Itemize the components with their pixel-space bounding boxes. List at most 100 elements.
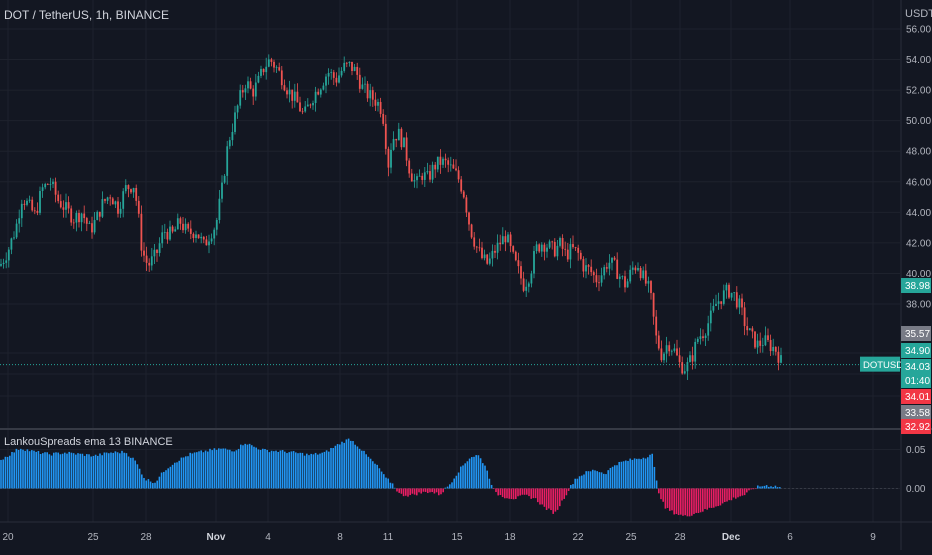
indicator-bar bbox=[77, 453, 79, 489]
indicator-bar bbox=[449, 484, 451, 489]
candle-body bbox=[156, 249, 158, 253]
candle-body bbox=[613, 257, 616, 260]
candle-body bbox=[122, 191, 125, 209]
indicator-bar bbox=[68, 451, 70, 489]
indicator-bar bbox=[90, 456, 92, 489]
indicator-title[interactable]: LankouSpreads ema 13 BINANCE bbox=[4, 436, 173, 448]
indicator-bar bbox=[563, 488, 565, 499]
indicator-bar bbox=[380, 471, 383, 489]
indicator-bar bbox=[231, 451, 233, 489]
indicator-bar bbox=[620, 461, 623, 489]
indicator-bar bbox=[251, 445, 253, 489]
candle-body bbox=[395, 138, 398, 141]
candle-body bbox=[478, 247, 481, 249]
candle-body bbox=[361, 84, 364, 89]
candle-body bbox=[496, 242, 499, 253]
indicator-bar bbox=[198, 451, 200, 489]
candle-body bbox=[413, 180, 416, 182]
candle-body bbox=[197, 234, 200, 239]
candle-body bbox=[44, 184, 47, 188]
indicator-bar bbox=[209, 448, 211, 489]
candle-body bbox=[379, 101, 382, 114]
indicator-bar bbox=[330, 447, 332, 489]
candle-body bbox=[338, 75, 340, 83]
indicator-bar bbox=[297, 453, 299, 489]
candle-body bbox=[210, 238, 213, 242]
candle-body bbox=[517, 260, 520, 267]
candle-body bbox=[449, 164, 452, 166]
indicator-bar bbox=[671, 488, 673, 511]
candle-body bbox=[730, 292, 733, 298]
indicator-bar bbox=[565, 488, 568, 496]
candle-body bbox=[442, 158, 444, 165]
indicator-bar bbox=[673, 488, 675, 515]
candle-body bbox=[418, 175, 421, 177]
indicator-bar bbox=[13, 452, 15, 489]
price-label-34.01 bbox=[901, 389, 931, 404]
symbol-title[interactable]: DOT / TetherUS, 1h, BINANCE bbox=[4, 8, 169, 22]
price-axis-currency[interactable]: USDT bbox=[905, 8, 932, 20]
indicator-bar bbox=[669, 488, 671, 511]
price-tick-label: 40.00 bbox=[906, 269, 931, 280]
candle-body bbox=[291, 89, 294, 101]
candle-body bbox=[582, 258, 585, 272]
candle-body bbox=[673, 348, 676, 351]
price-label-text: 34.90 bbox=[905, 346, 930, 357]
candle-body bbox=[0, 264, 2, 266]
time-tick-label: 6 bbox=[787, 532, 793, 543]
indicator-bar bbox=[735, 488, 737, 499]
indicator-bar bbox=[345, 439, 348, 489]
indicator-bar bbox=[20, 448, 22, 489]
symbol-price-tag-label: DOTUSDT bbox=[863, 360, 909, 371]
indicator-bar bbox=[592, 469, 594, 489]
candle-body bbox=[270, 59, 273, 62]
indicator-bar bbox=[130, 457, 132, 489]
candle-body bbox=[644, 270, 647, 284]
indicator-bar bbox=[385, 477, 387, 489]
indicator-bar bbox=[317, 454, 319, 489]
candle-body bbox=[148, 262, 151, 266]
indicator-bar bbox=[59, 454, 62, 489]
indicator-bar bbox=[398, 488, 400, 493]
indicator-bar bbox=[508, 488, 510, 499]
indicator-bar bbox=[631, 459, 634, 489]
candle-body bbox=[150, 256, 153, 266]
indicator-bar bbox=[739, 488, 741, 497]
indicator-bar bbox=[521, 488, 524, 495]
candle-body bbox=[72, 222, 75, 224]
indicator-bar bbox=[504, 488, 506, 499]
candle-body bbox=[780, 355, 782, 363]
indicator-bar bbox=[402, 488, 405, 497]
indicator-bar bbox=[218, 448, 220, 489]
indicator-bar bbox=[706, 488, 708, 510]
indicator-bar bbox=[622, 461, 625, 489]
candle-body bbox=[273, 61, 275, 68]
indicator-bar bbox=[207, 451, 209, 489]
indicator-bar bbox=[660, 488, 662, 500]
indicator-bar bbox=[75, 454, 77, 489]
indicator-bar bbox=[358, 448, 361, 489]
price-label-32.92 bbox=[901, 419, 931, 434]
indicator-bar bbox=[248, 443, 251, 489]
indicator-bar bbox=[611, 466, 614, 489]
indicator-bar bbox=[688, 488, 691, 517]
indicator-bar bbox=[196, 452, 198, 489]
indicator-bar bbox=[517, 488, 519, 497]
indicator-bar bbox=[662, 488, 664, 502]
candle-body bbox=[364, 83, 366, 85]
candle-body bbox=[195, 234, 197, 238]
candle-body bbox=[137, 200, 140, 214]
indicator-bar bbox=[675, 488, 678, 515]
indicator-bar bbox=[642, 457, 645, 489]
candle-body bbox=[665, 345, 668, 354]
candle-body bbox=[88, 223, 91, 225]
candle-body bbox=[403, 137, 405, 148]
candle-body bbox=[348, 61, 351, 63]
indicator-bar bbox=[246, 444, 249, 489]
candle-body bbox=[166, 231, 169, 240]
indicator-bar bbox=[306, 453, 308, 489]
indicator-bar bbox=[253, 446, 255, 489]
indicator-bar bbox=[299, 452, 301, 489]
indicator-bar bbox=[9, 455, 11, 489]
